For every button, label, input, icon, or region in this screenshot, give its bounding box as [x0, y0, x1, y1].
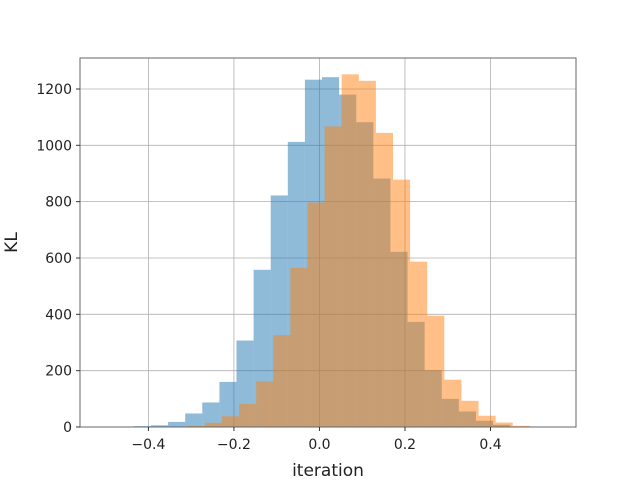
histogram-bar-series-1 [168, 421, 186, 427]
histogram-bar-series-1 [202, 402, 220, 427]
histogram-bar-series-2 [273, 335, 291, 427]
histogram-bar-series-2 [221, 416, 240, 427]
histogram-bar-series-2 [358, 80, 376, 427]
y-tick-label: 800 [45, 195, 72, 211]
x-tick-label: −0.4 [131, 437, 165, 453]
y-tick-label: 1000 [36, 138, 72, 154]
histogram-bar-series-2 [444, 379, 462, 427]
histogram-bar-series-2 [427, 315, 445, 427]
histogram-bar-series-2 [256, 381, 274, 427]
histogram-bar-series-2 [375, 132, 393, 428]
plot-frame [79, 57, 577, 428]
histogram-bar-series-1 [219, 381, 237, 427]
x-tick-label: 0.0 [308, 437, 330, 453]
histogram-bar-series-1 [150, 425, 169, 427]
histogram-bar-series-2 [324, 126, 342, 427]
y-tick-label: 400 [45, 307, 72, 323]
histogram-bar-series-2 [392, 179, 411, 427]
histogram-bar-series-2 [187, 425, 205, 427]
x-tick-label: −0.2 [217, 437, 251, 453]
histogram-bar-series-2 [461, 400, 479, 427]
histogram-bar-series-2 [290, 267, 308, 427]
histogram-bar-series-2 [512, 425, 530, 427]
histogram-bar-series-2 [478, 415, 496, 427]
histogram-bar-series-2 [341, 74, 359, 427]
y-tick-label: 200 [45, 364, 72, 380]
histogram-bar-series-2 [204, 422, 222, 427]
y-tick-label: 600 [45, 251, 72, 267]
histogram-bars [133, 74, 530, 428]
x-axis-label: iteration [292, 461, 364, 480]
y-axis-label: KL [2, 232, 22, 253]
histogram-bar-series-2 [239, 403, 257, 427]
histogram-bar-series-2 [307, 202, 325, 427]
y-axis-ticks: 0 200 400 600 800 1000 1200 [36, 82, 80, 436]
x-axis-ticks: −0.4 −0.2 0.0 0.2 0.4 [131, 427, 502, 453]
y-tick-label: 0 [63, 420, 72, 436]
x-tick-label: 0.4 [479, 437, 501, 453]
histogram-bar-series-1 [185, 413, 203, 427]
x-tick-label: 0.2 [394, 437, 416, 453]
y-tick-label: 1200 [36, 82, 72, 98]
histogram-bar-series-2 [495, 422, 513, 427]
histogram-bar-series-2 [410, 261, 428, 427]
